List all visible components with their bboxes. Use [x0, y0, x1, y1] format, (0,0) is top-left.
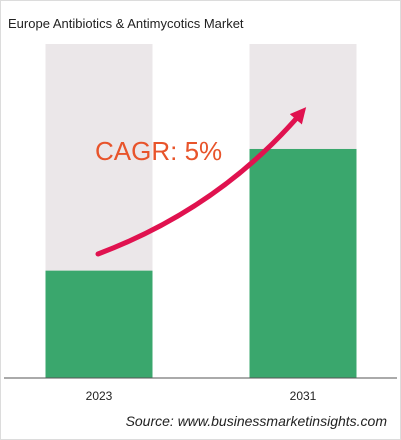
bar-2023: [45, 270, 153, 378]
chart-title: Europe Antibiotics & Antimycotics Market: [8, 16, 244, 31]
cagr-arrow: [95, 107, 307, 257]
source-note: Source: www.businessmarketinsights.com: [125, 413, 387, 429]
bars: [45, 148, 357, 378]
cagr-annotation: CAGR: 5%: [95, 136, 222, 166]
x-tick-label-2031: 2031: [290, 389, 317, 403]
x-tick-label-2023: 2023: [86, 389, 113, 403]
bar-2031: [249, 148, 357, 378]
x-tick-labels: 2023 2031: [86, 389, 317, 403]
